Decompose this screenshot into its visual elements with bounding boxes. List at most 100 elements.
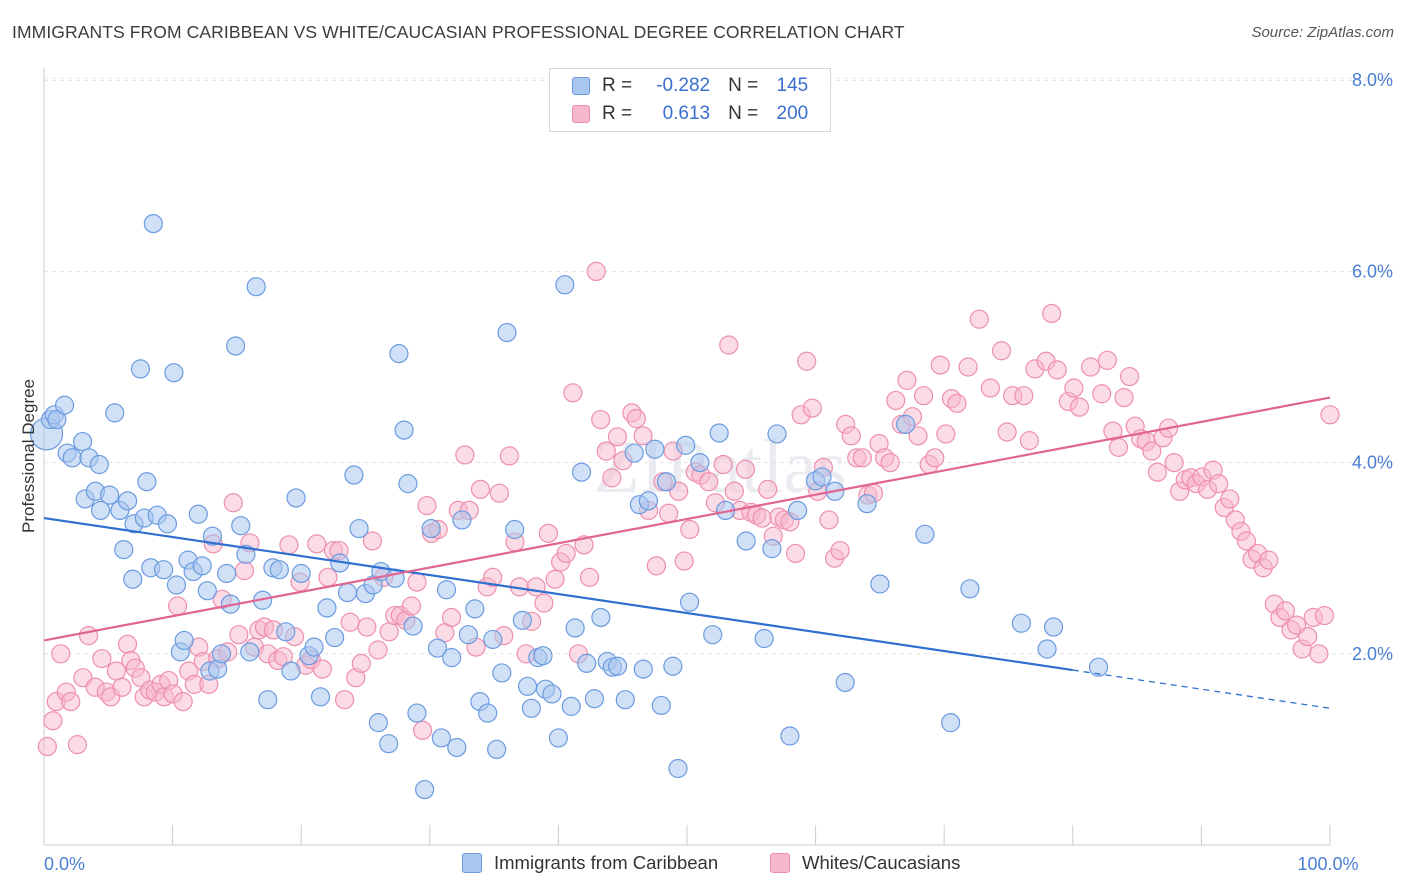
data-point xyxy=(780,726,800,746)
data-point xyxy=(915,524,935,544)
data-point xyxy=(417,496,437,516)
data-point xyxy=(991,341,1012,361)
data-point xyxy=(279,535,299,555)
data-point xyxy=(656,472,677,492)
data-point xyxy=(1209,474,1229,494)
data-point xyxy=(703,625,723,645)
data-point xyxy=(337,583,358,603)
data-point xyxy=(1142,441,1162,461)
data-point xyxy=(980,378,1001,398)
data-point xyxy=(534,593,554,613)
data-point xyxy=(130,359,151,379)
blue-legend-swatch-icon xyxy=(462,853,482,873)
y-axis-label: Professional Degree xyxy=(19,379,38,533)
data-point xyxy=(638,491,659,511)
data-point xyxy=(577,653,597,673)
legend-r-value: 0.613 xyxy=(662,103,711,124)
data-point xyxy=(646,556,666,576)
data-point xyxy=(403,616,423,636)
data-point xyxy=(651,695,671,716)
data-point xyxy=(325,627,345,648)
legend-n-value: 200 xyxy=(776,103,809,124)
data-point xyxy=(61,691,81,712)
legend-r-label: R = xyxy=(602,75,633,96)
data-point xyxy=(579,567,600,587)
data-point xyxy=(699,472,719,492)
data-point xyxy=(114,539,134,560)
data-point xyxy=(229,625,249,645)
data-point xyxy=(67,735,88,755)
data-point xyxy=(1019,431,1039,451)
data-point xyxy=(269,560,289,580)
data-point xyxy=(1286,615,1307,635)
legend-n-label: N = xyxy=(728,75,759,96)
data-point xyxy=(914,386,934,406)
data-point xyxy=(62,448,82,468)
data-point xyxy=(188,504,208,524)
data-point xyxy=(78,626,99,646)
legend-row-blue: R = -0.282 N = 145 xyxy=(572,73,808,99)
data-point xyxy=(197,581,217,601)
data-point xyxy=(633,426,653,446)
data-point xyxy=(436,580,457,600)
data-point xyxy=(607,656,628,676)
data-point xyxy=(591,607,611,628)
legend-r-value: -0.282 xyxy=(656,75,711,96)
data-point xyxy=(1147,462,1168,482)
data-point xyxy=(690,453,710,473)
data-point xyxy=(168,596,188,616)
y-tick-labels: 2.0% 4.0% 6.0% 8.0% xyxy=(1352,70,1393,664)
data-point xyxy=(735,459,756,479)
data-point xyxy=(497,322,517,343)
data-point xyxy=(499,446,520,466)
data-point xyxy=(512,610,532,630)
data-point xyxy=(758,479,778,499)
data-point xyxy=(602,468,622,488)
data-point xyxy=(1081,357,1101,377)
data-point xyxy=(379,622,399,642)
bottom-legend-blue-label: Immigrants from Caribbean xyxy=(494,852,719,873)
data-point xyxy=(478,703,498,723)
data-point xyxy=(427,638,448,658)
data-point xyxy=(281,661,301,681)
data-point xyxy=(157,514,178,534)
data-point xyxy=(615,690,635,710)
data-point xyxy=(89,454,109,475)
data-point xyxy=(591,409,611,430)
data-point xyxy=(192,556,212,576)
data-point xyxy=(505,519,525,540)
axes xyxy=(43,68,1331,846)
trend-lines xyxy=(43,396,1331,709)
data-point xyxy=(72,431,93,452)
data-point xyxy=(1220,489,1240,509)
data-point xyxy=(626,409,646,429)
data-point xyxy=(925,448,945,468)
data-point xyxy=(99,485,120,505)
data-point xyxy=(234,561,255,581)
y-tick-label: 6.0% xyxy=(1352,261,1393,281)
chart-title: IMMIGRANTS FROM CARIBBEAN VS WHITE/CAUCA… xyxy=(12,22,905,42)
data-point xyxy=(470,479,491,499)
data-point xyxy=(736,531,756,551)
bottom-legend-pink-label: Whites/Caucasians xyxy=(802,852,961,873)
data-point xyxy=(307,534,327,554)
data-point xyxy=(835,672,855,693)
data-point xyxy=(1064,378,1084,398)
data-point xyxy=(447,737,467,758)
data-point xyxy=(286,488,306,508)
data-point xyxy=(117,634,138,654)
bottom-legend-blue: Immigrants from Caribbean xyxy=(462,852,718,874)
data-point xyxy=(415,779,435,800)
data-point xyxy=(202,526,223,546)
data-point xyxy=(54,395,75,415)
data-point xyxy=(1114,387,1134,408)
data-point xyxy=(487,739,507,760)
data-point xyxy=(676,435,696,455)
data-point xyxy=(538,523,558,543)
data-point xyxy=(908,426,928,446)
correlation-legend: R = -0.282 N = 145 R = 0.613 N = 200 xyxy=(549,68,831,132)
data-point xyxy=(596,441,616,461)
data-point xyxy=(246,277,266,297)
data-point xyxy=(431,728,451,748)
data-point xyxy=(483,629,503,650)
